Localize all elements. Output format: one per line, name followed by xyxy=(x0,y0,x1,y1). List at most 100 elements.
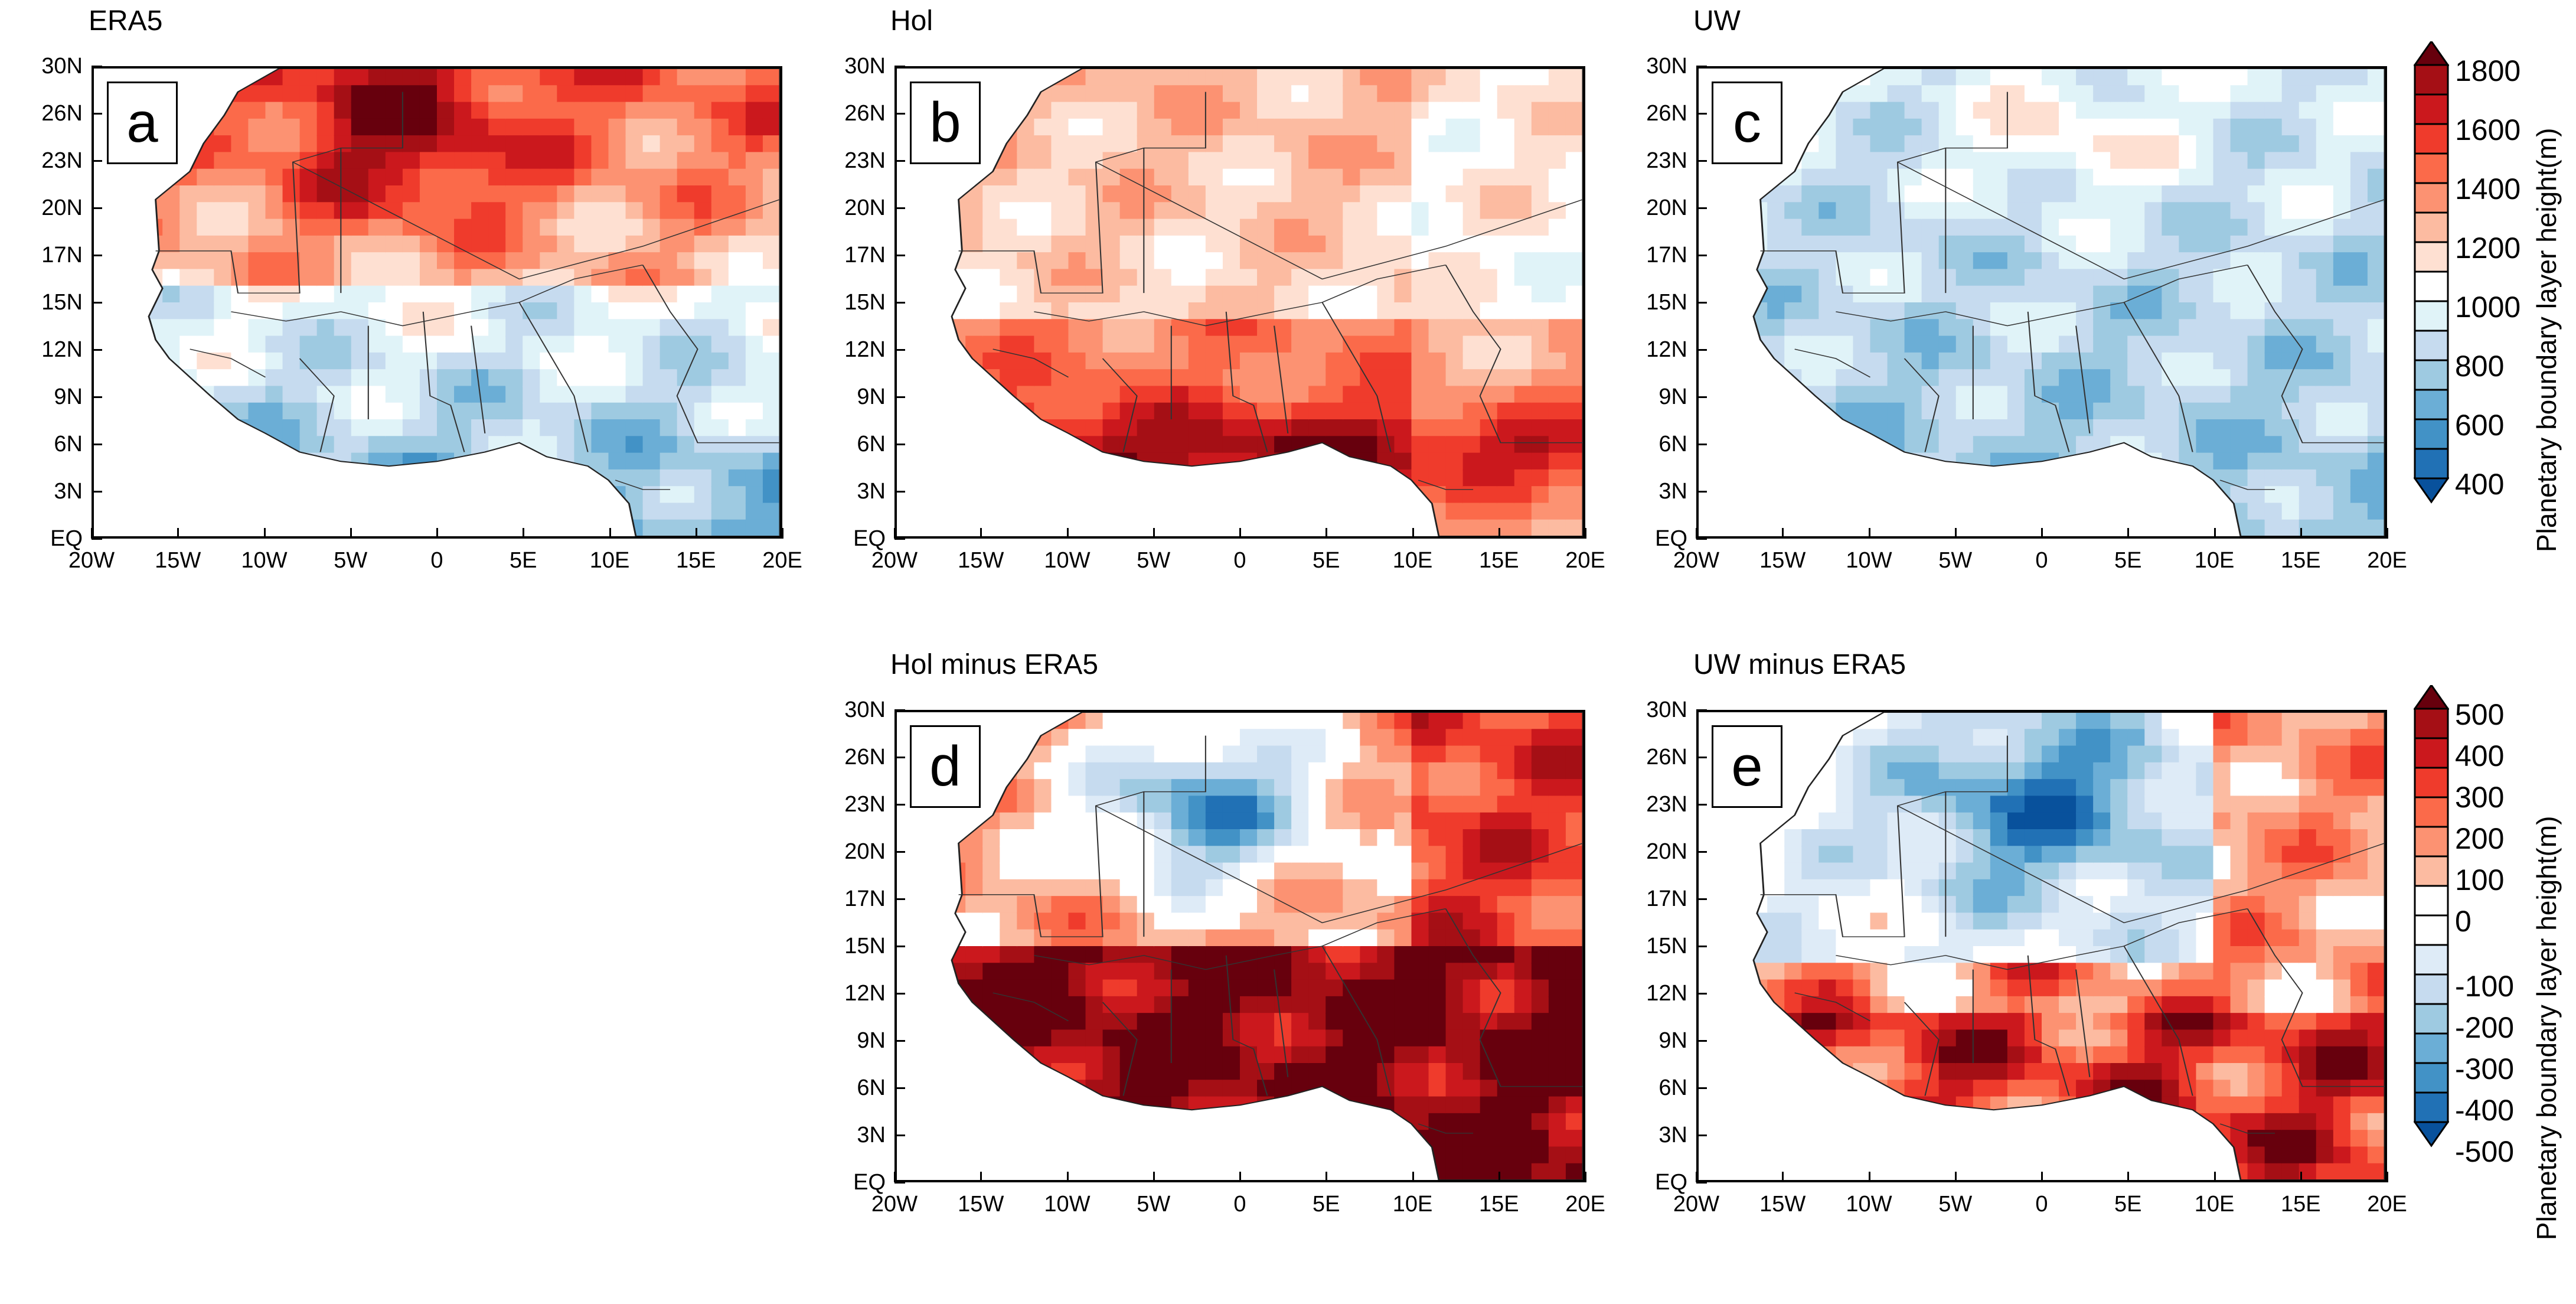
field-cell xyxy=(1205,135,1225,154)
field-cell xyxy=(1445,879,1464,897)
field-cell xyxy=(1818,269,1837,287)
field-cell xyxy=(454,185,473,203)
field-cell xyxy=(2059,386,2078,404)
field-cell xyxy=(1973,335,1992,354)
field-cell xyxy=(625,452,644,471)
field-cell xyxy=(1377,812,1396,830)
field-cell xyxy=(1051,796,1070,814)
field-cell xyxy=(1531,252,1550,270)
field-cell xyxy=(557,69,576,86)
field-cell xyxy=(1801,102,1820,120)
field-cell xyxy=(591,118,610,136)
field-cell xyxy=(334,235,353,253)
field-cell xyxy=(2093,252,2112,270)
field-cell xyxy=(1784,1146,1803,1165)
field-cell xyxy=(1308,452,1327,471)
field-cell xyxy=(1102,979,1121,997)
field-cell xyxy=(1205,946,1225,964)
field-cell xyxy=(1325,779,1344,797)
field-cell xyxy=(2350,69,2369,86)
field-cell xyxy=(608,469,627,487)
field-cell xyxy=(1051,185,1070,203)
field-cell xyxy=(1034,963,1053,981)
field-cell xyxy=(1360,335,1379,354)
field-cell xyxy=(914,1063,932,1081)
field-cell xyxy=(1733,1029,1751,1047)
field-cell xyxy=(1154,1063,1173,1081)
field-cell xyxy=(1343,386,1362,404)
field-cell xyxy=(1154,369,1173,387)
field-cell xyxy=(914,879,932,897)
field-cell xyxy=(1801,1080,1820,1098)
field-cell xyxy=(1801,252,1820,270)
field-cell xyxy=(2110,135,2129,154)
field-cell xyxy=(557,386,576,404)
field-cell xyxy=(1836,202,1855,220)
field-cell xyxy=(1921,712,1941,730)
field-cell xyxy=(1137,285,1156,304)
field-cell xyxy=(2299,168,2318,187)
field-cell xyxy=(1068,979,1087,997)
field-cell xyxy=(1240,168,1259,187)
field-cell xyxy=(1360,252,1379,270)
field-cell xyxy=(1870,486,1889,504)
field-cell xyxy=(1531,1096,1550,1114)
field-cell xyxy=(334,386,353,404)
field-cell xyxy=(1836,335,1855,354)
field-cell xyxy=(1137,152,1156,170)
field-cell xyxy=(1428,912,1447,931)
field-cell xyxy=(1017,762,1036,780)
field-cell xyxy=(728,302,747,320)
field-cell xyxy=(1102,85,1121,103)
field-cell xyxy=(148,519,164,536)
field-cell xyxy=(1753,486,1769,504)
field-cell xyxy=(1308,402,1327,420)
field-cell xyxy=(1973,202,1992,220)
field-cell xyxy=(914,896,932,914)
field-cell xyxy=(1308,896,1327,914)
field-cell xyxy=(540,352,559,370)
country-border xyxy=(1321,946,1392,1096)
field-cell xyxy=(2213,69,2232,86)
field-cell xyxy=(694,369,713,387)
field-cell xyxy=(1343,779,1362,797)
field-cell xyxy=(1188,963,1207,981)
field-cell xyxy=(2179,135,2198,154)
field-cell xyxy=(2333,168,2352,187)
field-cell xyxy=(1000,1130,1018,1148)
field-cell xyxy=(402,452,422,471)
field-cell xyxy=(1171,896,1190,914)
field-cell xyxy=(897,946,915,964)
field-cell xyxy=(1000,486,1018,504)
field-cell xyxy=(2059,285,2078,304)
field-cell xyxy=(2281,202,2301,220)
field-cell xyxy=(2024,519,2043,536)
field-cell xyxy=(1171,929,1190,947)
field-cell xyxy=(231,69,250,86)
field-cell xyxy=(385,285,404,304)
field-cell xyxy=(1514,486,1533,504)
field-cell xyxy=(694,269,713,287)
field-cell xyxy=(608,436,627,454)
field-cell xyxy=(1887,419,1906,437)
field-cell xyxy=(540,152,559,170)
field-cell xyxy=(1325,1046,1344,1064)
field-cell xyxy=(2316,118,2335,136)
field-cell xyxy=(1462,996,1482,1014)
field-cell xyxy=(1034,862,1053,881)
country-border xyxy=(992,348,1069,378)
field-cell xyxy=(1154,862,1173,881)
field-cell xyxy=(982,102,1001,120)
field-cell xyxy=(214,168,233,187)
field-cell xyxy=(1257,352,1276,370)
field-cell xyxy=(1938,946,1958,964)
field-cell xyxy=(1137,335,1156,354)
field-cell xyxy=(2264,202,2284,220)
field-cell xyxy=(1017,896,1036,914)
field-cell xyxy=(2299,185,2318,203)
field-cell xyxy=(694,436,713,454)
field-cell xyxy=(1480,1163,1499,1180)
field-cell xyxy=(351,436,370,454)
field-cell xyxy=(2299,202,2318,220)
field-cell xyxy=(1411,419,1430,437)
